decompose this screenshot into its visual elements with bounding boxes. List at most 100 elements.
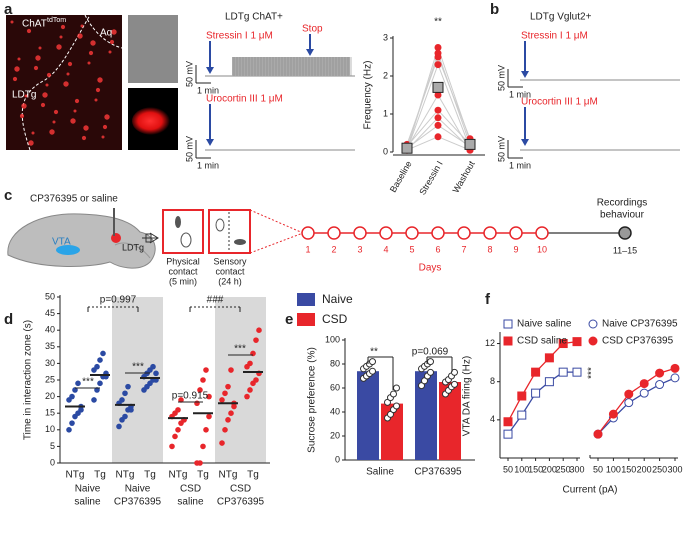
y-tick-label: 0 (383, 146, 388, 156)
legend-marker (503, 319, 513, 329)
x-tick-label: 50 (593, 464, 603, 474)
syringe-body (145, 233, 152, 243)
point (427, 368, 434, 376)
scale-t: 1 min (197, 160, 219, 170)
legend-label: Naive (322, 292, 353, 306)
scale-v: 50 mV (496, 65, 506, 91)
y-tick-label: 2 (383, 70, 388, 80)
group-label: CP376395 (114, 497, 162, 508)
day-label: 4 (383, 244, 388, 254)
arrow-head (521, 139, 529, 146)
marker (655, 368, 665, 378)
annotation: *** (587, 367, 598, 379)
point (225, 383, 231, 390)
point (178, 397, 184, 403)
marker (593, 429, 603, 439)
mouse (175, 216, 181, 228)
endpoint-label: Recordings (597, 198, 648, 209)
series-line (597, 367, 676, 435)
cell (60, 24, 66, 30)
group-label: saline (74, 497, 101, 508)
marker (503, 417, 513, 427)
y-tick-label: 50 (45, 291, 55, 301)
x-tick-label: 200 (637, 464, 652, 474)
group-label: Naive (75, 484, 101, 495)
point (78, 407, 84, 413)
cell (45, 83, 49, 87)
point (69, 420, 75, 426)
point (97, 357, 103, 363)
cell (88, 50, 94, 56)
group-label: Naive (125, 484, 151, 495)
marker (503, 429, 513, 439)
point (369, 367, 376, 375)
aq-outline (84, 14, 123, 49)
cell (46, 72, 52, 78)
marker (517, 410, 527, 420)
x-tick-label: NTg (219, 470, 238, 481)
point (72, 387, 78, 393)
y-axis-label: Time in interaction zone (s) (23, 320, 34, 440)
point (97, 380, 103, 387)
y-tick-label: 10 (45, 424, 55, 434)
marker (544, 353, 554, 363)
point (427, 358, 434, 366)
y-tick-label: 40 (45, 325, 55, 335)
x-tick-label: CP376395 (414, 467, 462, 478)
marker (670, 363, 680, 373)
x-tick-label: Baseline (388, 159, 414, 194)
cell (31, 131, 35, 135)
y-tick-label: 12 (485, 338, 495, 348)
point (200, 443, 206, 450)
box-caption: contact (215, 266, 245, 276)
cell-point (434, 106, 442, 114)
legend-label: Naive CP376395 (602, 319, 678, 330)
cell (28, 140, 34, 146)
y-tick-label: 1 (383, 108, 388, 118)
cell (14, 66, 20, 72)
y-tick-label: 30 (45, 358, 55, 368)
point (219, 440, 225, 446)
marker (531, 388, 541, 398)
cell (19, 113, 25, 119)
point (393, 384, 400, 392)
cell (90, 40, 96, 46)
cell (70, 118, 76, 124)
scale-v: 50 mV (496, 136, 506, 162)
y-tick-label: 25 (45, 374, 55, 384)
point (94, 363, 100, 370)
legend-marker (503, 336, 513, 346)
point (451, 380, 458, 388)
point (116, 423, 122, 430)
point (128, 407, 134, 413)
cell (94, 98, 98, 102)
drug-label: Stressin I 1 μM (521, 31, 588, 42)
marker (517, 391, 527, 401)
day-marker (431, 226, 445, 240)
x-tick-label: Saline (366, 467, 394, 478)
cell (102, 124, 108, 130)
cell (63, 81, 69, 87)
x-axis-label: Current (pA) (562, 485, 617, 496)
point (172, 433, 178, 440)
cell (108, 50, 112, 54)
box-physical (162, 209, 204, 254)
x-tick-label: 150 (621, 464, 636, 474)
day-marker (301, 226, 315, 240)
day-label: 5 (409, 244, 414, 254)
marker (639, 388, 649, 398)
x-tick-label: 150 (528, 464, 543, 474)
cell (66, 72, 70, 76)
point (247, 360, 253, 367)
arrow-head (306, 49, 314, 56)
group-label: CSD (230, 484, 251, 495)
annotation: ** (434, 17, 442, 28)
y-tick-label: 60 (330, 382, 340, 392)
vta-label: VTA (52, 237, 71, 248)
region-outline (21, 14, 91, 151)
region-label: LDTg (12, 90, 36, 101)
x-tick-label: NTg (66, 470, 85, 481)
y-tick-label: 35 (45, 341, 55, 351)
x-tick-label: 250 (652, 464, 667, 474)
